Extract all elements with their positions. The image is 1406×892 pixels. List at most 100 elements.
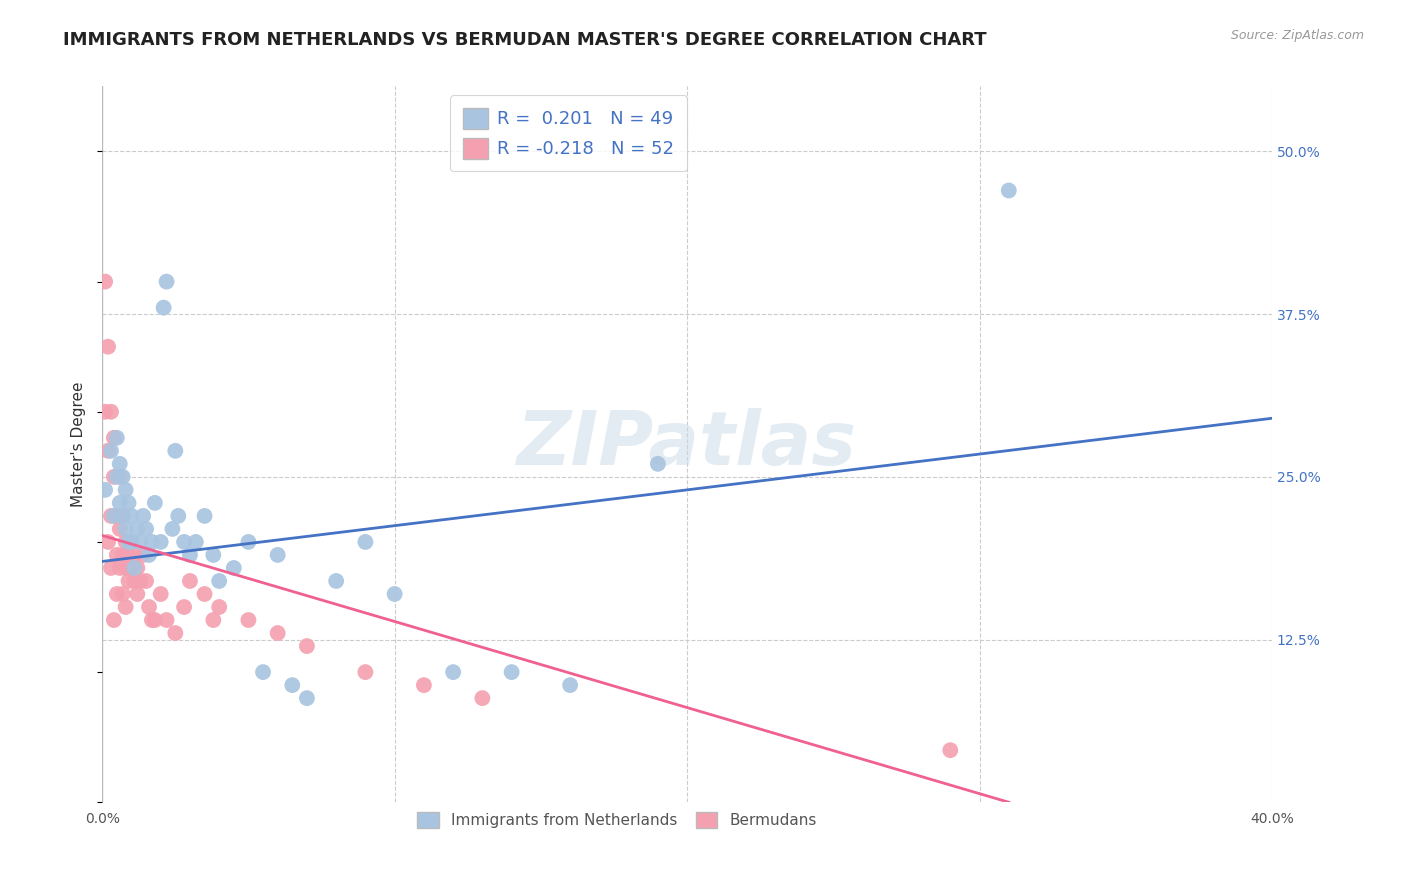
Point — [384, 587, 406, 601]
Point — [222, 561, 245, 575]
Point — [114, 535, 136, 549]
Point — [149, 587, 172, 601]
Point — [108, 496, 131, 510]
Point — [111, 587, 134, 601]
Point — [173, 600, 195, 615]
Point — [132, 548, 155, 562]
Point — [94, 275, 117, 289]
Point — [202, 613, 225, 627]
Point — [124, 548, 146, 562]
Point — [165, 443, 187, 458]
Point — [184, 535, 207, 549]
Point — [155, 275, 177, 289]
Point — [105, 470, 128, 484]
Point — [132, 508, 155, 523]
Point — [354, 665, 377, 679]
Point — [120, 535, 142, 549]
Point — [238, 613, 260, 627]
Point — [141, 613, 163, 627]
Point — [108, 457, 131, 471]
Point — [111, 508, 134, 523]
Point — [103, 508, 125, 523]
Point — [127, 522, 149, 536]
Point — [117, 548, 139, 562]
Point — [152, 301, 174, 315]
Point — [295, 691, 318, 706]
Point — [120, 535, 142, 549]
Point — [120, 508, 142, 523]
Point — [103, 431, 125, 445]
Point — [238, 535, 260, 549]
Point — [94, 405, 117, 419]
Point — [149, 535, 172, 549]
Legend: Immigrants from Netherlands, Bermudans: Immigrants from Netherlands, Bermudans — [411, 805, 823, 834]
Point — [100, 405, 122, 419]
Point — [266, 626, 288, 640]
Point — [173, 535, 195, 549]
Point — [124, 574, 146, 588]
Text: Source: ZipAtlas.com: Source: ZipAtlas.com — [1230, 29, 1364, 42]
Point — [135, 574, 157, 588]
Point — [111, 470, 134, 484]
Point — [165, 626, 187, 640]
Point — [325, 574, 347, 588]
Text: ZIPatlas: ZIPatlas — [517, 408, 858, 481]
Point — [295, 639, 318, 653]
Point — [143, 496, 166, 510]
Point — [939, 743, 962, 757]
Point — [155, 613, 177, 627]
Point — [124, 561, 146, 575]
Point — [501, 665, 523, 679]
Point — [138, 600, 160, 615]
Point — [354, 535, 377, 549]
Point — [997, 184, 1019, 198]
Point — [202, 548, 225, 562]
Point — [647, 457, 669, 471]
Y-axis label: Master's Degree: Master's Degree — [72, 382, 86, 507]
Point — [103, 470, 125, 484]
Point — [117, 496, 139, 510]
Point — [105, 548, 128, 562]
Point — [114, 561, 136, 575]
Point — [114, 483, 136, 497]
Point — [120, 561, 142, 575]
Point — [179, 574, 201, 588]
Point — [141, 535, 163, 549]
Point — [103, 613, 125, 627]
Point — [129, 574, 152, 588]
Point — [111, 548, 134, 562]
Point — [193, 508, 215, 523]
Point — [100, 508, 122, 523]
Point — [127, 587, 149, 601]
Point — [108, 561, 131, 575]
Point — [441, 665, 464, 679]
Point — [108, 470, 131, 484]
Point — [266, 548, 288, 562]
Point — [129, 535, 152, 549]
Point — [471, 691, 494, 706]
Point — [97, 535, 120, 549]
Point — [208, 600, 231, 615]
Point — [114, 522, 136, 536]
Point — [412, 678, 434, 692]
Point — [208, 574, 231, 588]
Point — [167, 508, 190, 523]
Point — [105, 587, 128, 601]
Point — [105, 508, 128, 523]
Point — [117, 574, 139, 588]
Point — [114, 600, 136, 615]
Point — [135, 522, 157, 536]
Point — [111, 508, 134, 523]
Point — [117, 535, 139, 549]
Point — [97, 340, 120, 354]
Point — [143, 613, 166, 627]
Point — [127, 561, 149, 575]
Point — [193, 587, 215, 601]
Point — [97, 443, 120, 458]
Point — [252, 665, 274, 679]
Point — [281, 678, 304, 692]
Point — [100, 443, 122, 458]
Point — [179, 548, 201, 562]
Point — [162, 522, 184, 536]
Point — [94, 483, 117, 497]
